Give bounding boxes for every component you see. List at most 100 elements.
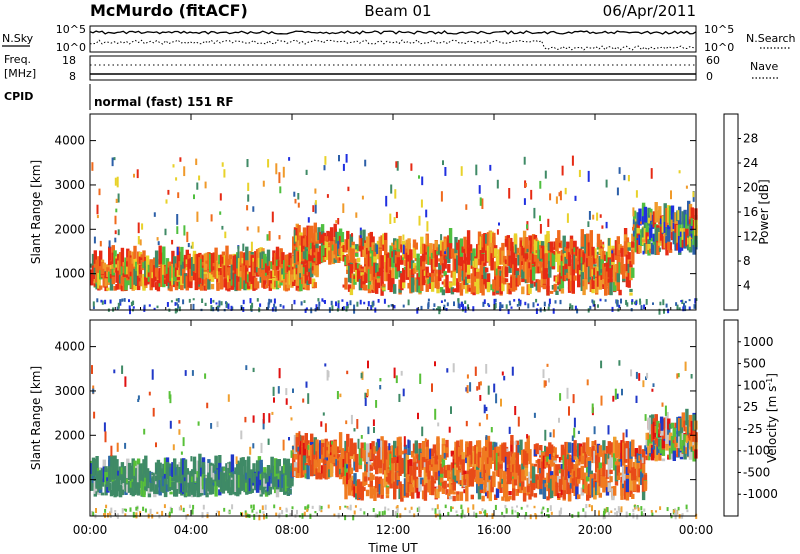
velocity-echo-cell	[268, 469, 272, 477]
velocity-echo-cell	[483, 478, 487, 494]
velocity-echo-cell	[140, 480, 144, 496]
power-echo-cell	[218, 265, 222, 269]
power-echo-cell	[485, 243, 489, 251]
power-echo-cell	[297, 262, 301, 279]
power-scatter-cell	[342, 203, 345, 213]
velocity-ground-cell	[231, 504, 234, 510]
velocity-echo-cell	[225, 463, 229, 476]
velocity-echo-cell	[439, 463, 444, 474]
velocity-echo-cell	[288, 489, 292, 495]
velocity-echo-cell	[567, 484, 572, 501]
velocity-ground-cell	[550, 511, 553, 515]
power-echo-cell	[353, 274, 357, 285]
velocity-echo-cell	[311, 444, 316, 463]
velocity-echo-cell	[459, 439, 464, 455]
power-echo-cell	[362, 229, 366, 247]
power-echo-cell	[439, 274, 444, 278]
power-echo-cell	[486, 273, 491, 288]
power-echo-cell	[526, 284, 530, 296]
velocity-ground-cell	[245, 512, 248, 518]
velocity-ground-cell	[542, 506, 545, 510]
power-echo-cell	[180, 270, 184, 286]
power-echo-cell	[138, 264, 143, 273]
power-echo-cell	[447, 286, 451, 293]
velocity-echo-cell	[593, 450, 597, 463]
power-echo-cell	[344, 277, 348, 290]
velocity-echo-cell	[154, 475, 159, 482]
velocity-echo-cell	[302, 442, 307, 459]
power-echo-cell	[481, 253, 485, 266]
power-scatter-cell	[164, 228, 167, 236]
velocity-echo-cell	[362, 487, 366, 492]
velocity-echo-cell	[403, 449, 408, 454]
power-echo-cell	[113, 269, 117, 273]
power-echo-cell	[586, 258, 590, 267]
power-echo-cell	[596, 271, 601, 287]
velocity-echo-cell	[129, 469, 134, 481]
power-echo-cell	[425, 254, 429, 265]
power-scatter-cell	[338, 244, 341, 255]
velocity-scatter-cell	[544, 429, 547, 441]
power-ground-cell	[675, 302, 678, 306]
velocity-echo-cell	[459, 449, 464, 465]
power-echo-cell	[263, 273, 267, 281]
power-echo-cell	[292, 236, 296, 254]
power-echo-cell	[667, 228, 671, 238]
power-scatter-cell	[172, 164, 175, 168]
power-echo-cell	[658, 233, 662, 243]
velocity-echo-cell	[333, 441, 337, 455]
power-ground-cell	[569, 303, 572, 309]
velocity-echo-cell	[353, 473, 357, 485]
power-echo-cell	[566, 250, 570, 260]
power-echo-cell	[445, 274, 449, 294]
velocity-scatter-cell	[277, 386, 280, 394]
power-echo-cell	[310, 256, 314, 261]
velocity-echo-cell	[560, 464, 565, 469]
x-axis-label: Time UT	[367, 541, 418, 554]
noise-right-tick-top: 10^5	[704, 23, 734, 36]
power-echo-cell	[627, 272, 631, 288]
velocity-scatter-cell	[604, 454, 607, 464]
velocity-echo-cell	[448, 478, 453, 490]
velocity-echo-cell	[409, 459, 413, 470]
power-echo-cell	[652, 234, 657, 242]
power-echo-cell	[315, 256, 319, 265]
velocity-scatter-cell	[490, 427, 493, 433]
power-scatter-cell	[605, 179, 608, 188]
velocity-echo-cell	[219, 487, 224, 493]
power-ground-cell	[682, 306, 685, 312]
velocity-echo-cell	[656, 420, 660, 439]
velocity-scatter-cell	[182, 437, 185, 447]
power-echo-cell	[512, 264, 516, 274]
velocity-echo-cell	[290, 471, 294, 479]
power-echo-cell	[176, 276, 180, 281]
velocity-echo-cell	[324, 464, 328, 480]
velocity-scatter-cell	[388, 443, 391, 451]
power-ground-cell	[688, 299, 691, 302]
power-echo-cell	[342, 255, 346, 262]
velocity-echo-cell	[546, 496, 550, 501]
velocity-scatter-cell	[612, 395, 615, 402]
power-echo-cell	[595, 277, 599, 294]
power-echo-cell	[414, 258, 418, 262]
velocity-echo-cell	[521, 463, 525, 472]
velocity-echo-cell	[432, 444, 437, 454]
power-echo-cell	[95, 263, 99, 283]
velocity-echo-cell	[198, 468, 202, 476]
velocity-echo-cell	[111, 460, 115, 480]
power-echo-cell	[120, 247, 125, 267]
power-echo-cell	[355, 252, 359, 257]
power-echo-cell	[337, 257, 341, 263]
velocity-echo-cell	[567, 442, 572, 453]
power-echo-cell	[616, 241, 620, 255]
velocity-echo-cell	[136, 464, 141, 483]
power-echo-cell	[115, 258, 119, 265]
power-echo-cell	[277, 260, 281, 267]
velocity-scatter-cell	[452, 363, 455, 373]
power-echo-cell	[439, 240, 444, 253]
power-echo-cell	[506, 236, 510, 251]
power-scatter-cell	[355, 212, 358, 218]
power-echo-cell	[375, 279, 379, 294]
velocity-scatter-cell	[651, 388, 654, 392]
power-ground-cell	[446, 302, 449, 307]
